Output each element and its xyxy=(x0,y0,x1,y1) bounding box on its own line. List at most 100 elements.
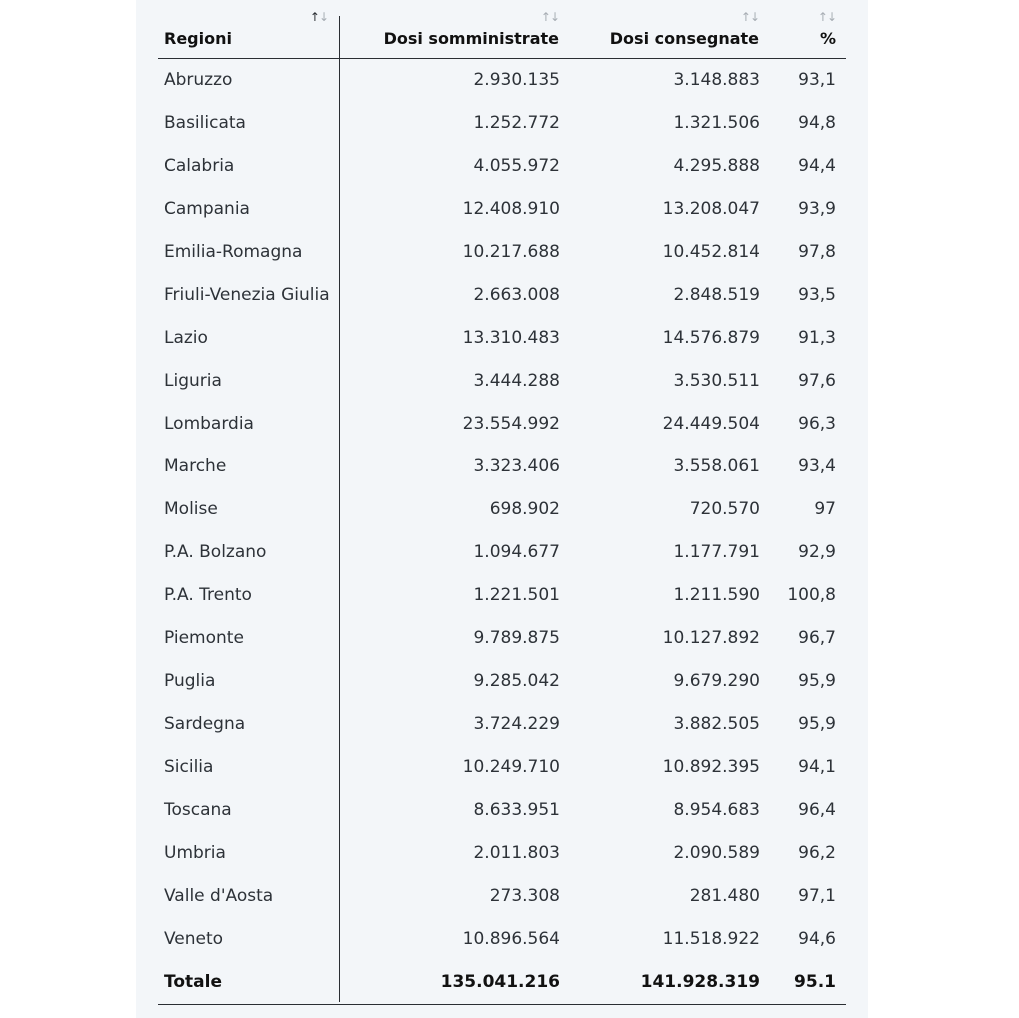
cell-percent: 93,1 xyxy=(798,70,836,90)
cell-percent: 93,4 xyxy=(798,456,836,477)
total-label: Totale xyxy=(164,971,222,992)
sort-arrows-icon[interactable]: ↑↓ xyxy=(310,10,329,24)
cell-percent: 95,9 xyxy=(798,671,836,692)
cell-delivered: 281.480 xyxy=(689,885,760,906)
cell-percent: 100,8 xyxy=(787,585,836,606)
cell-region: Toscana xyxy=(164,799,232,820)
cell-percent: 93,5 xyxy=(798,284,836,305)
table-row: Toscana 8.633.951 8.954.683 96,4 xyxy=(158,789,846,832)
cell-delivered: 9.679.290 xyxy=(673,671,760,692)
header-percent[interactable]: ↑↓ % xyxy=(759,0,837,58)
table-row: Marche 3.323.406 3.558.061 93,4 xyxy=(158,445,846,488)
cell-percent: 93,9 xyxy=(798,198,836,219)
table-row: Abruzzo 2.930.135 3.148.883 93,1 xyxy=(158,59,846,102)
sort-arrows-icon[interactable]: ↑↓ xyxy=(541,10,560,24)
cell-region: Sicilia xyxy=(164,757,214,777)
cell-delivered: 720.570 xyxy=(689,499,760,520)
cell-region: Valle d'Aosta xyxy=(164,885,274,906)
cell-percent: 94,6 xyxy=(798,928,836,949)
sort-up-icon: ↑ xyxy=(817,10,828,24)
cell-administered: 1.221.501 xyxy=(473,585,560,606)
table-row: Campania 12.408.910 13.208.047 93,9 xyxy=(158,188,846,231)
table-row: Piemonte 9.789.875 10.127.892 96,7 xyxy=(158,617,846,660)
header-label-dosi-somministrate: Dosi somministrate xyxy=(383,29,559,48)
cell-percent: 97,8 xyxy=(798,241,836,262)
header-label-regioni: Regioni xyxy=(164,29,232,48)
table-row: Basilicata 1.252.772 1.321.506 94,8 xyxy=(158,102,846,145)
cell-region: Marche xyxy=(164,456,227,477)
cell-region: P.A. Trento xyxy=(164,585,252,606)
sort-up-icon: ↑ xyxy=(740,10,751,24)
cell-administered: 1.252.772 xyxy=(473,112,560,133)
cell-percent: 97 xyxy=(814,499,836,520)
table-row: Lombardia 23.554.992 24.449.504 96,3 xyxy=(158,403,846,446)
cell-administered: 273.308 xyxy=(489,885,560,906)
total-delivered: 141.928.319 xyxy=(640,971,760,992)
table-row: P.A. Trento 1.221.501 1.211.590 100,8 xyxy=(158,574,846,617)
sort-arrows-icon[interactable]: ↑↓ xyxy=(817,10,837,24)
cell-delivered: 3.530.511 xyxy=(673,370,760,391)
sort-down-icon: ↓ xyxy=(318,10,329,24)
cell-administered: 10.217.688 xyxy=(462,241,560,262)
header-regioni[interactable]: ↑↓ Regioni xyxy=(158,0,329,58)
column-divider xyxy=(339,16,340,1002)
table-header: ↑↓ Regioni ↑↓ Dosi somministrate ↑↓ Dosi… xyxy=(158,0,846,59)
cell-percent: 94,1 xyxy=(798,757,836,777)
table-row: Molise 698.902 720.570 97 xyxy=(158,488,846,531)
sort-arrows-icon[interactable]: ↑↓ xyxy=(740,10,760,24)
cell-region: Piemonte xyxy=(164,628,244,649)
cell-percent: 97,6 xyxy=(798,370,836,391)
table-row: Friuli-Venezia Giulia 2.663.008 2.848.519 9… xyxy=(158,274,846,317)
cell-administered: 3.724.229 xyxy=(473,714,560,735)
table-row: Emilia-Romagna 10.217.688 10.452.814 97,8 xyxy=(158,231,846,274)
cell-region: Calabria xyxy=(164,155,235,176)
cell-percent: 94,4 xyxy=(798,155,836,176)
cell-region: Emilia-Romagna xyxy=(164,241,303,262)
total-administered: 135.041.216 xyxy=(440,971,560,992)
cell-region: Umbria xyxy=(164,842,226,863)
cell-percent: 96,7 xyxy=(798,628,836,649)
cell-delivered: 3.558.061 xyxy=(673,456,760,477)
cell-administered: 12.408.910 xyxy=(462,198,560,219)
sort-down-icon: ↓ xyxy=(549,10,560,24)
vaccine-doses-table: ↑↓ Regioni ↑↓ Dosi somministrate ↑↓ Dosi… xyxy=(158,0,846,1005)
total-row: Totale 135.041.216 141.928.319 95.1 xyxy=(158,961,846,1005)
cell-percent: 96,3 xyxy=(798,413,836,434)
header-label-dosi-consegnate: Dosi consegnate xyxy=(609,29,759,48)
table-row: Umbria 2.011.803 2.090.589 96,2 xyxy=(158,832,846,875)
cell-region: Liguria xyxy=(164,370,222,391)
cell-administered: 9.789.875 xyxy=(473,628,560,649)
sort-down-icon: ↓ xyxy=(749,10,760,24)
cell-region: Veneto xyxy=(164,928,224,949)
cell-administered: 1.094.677 xyxy=(473,542,560,563)
header-label-percent: % xyxy=(819,29,836,48)
cell-region: Abruzzo xyxy=(164,70,233,90)
table-row: Liguria 3.444.288 3.530.511 97,6 xyxy=(158,360,846,403)
cell-region: Campania xyxy=(164,198,250,219)
cell-delivered: 3.148.883 xyxy=(673,70,760,90)
cell-delivered: 24.449.504 xyxy=(662,413,760,434)
cell-administered: 9.285.042 xyxy=(473,671,560,692)
cell-administered: 10.249.710 xyxy=(462,757,560,777)
cell-region: Puglia xyxy=(164,671,216,692)
cell-delivered: 10.892.395 xyxy=(662,757,760,777)
cell-delivered: 1.321.506 xyxy=(673,112,760,133)
table-row: Lazio 13.310.483 14.576.879 91,3 xyxy=(158,317,846,360)
table-panel: ↑↓ Regioni ↑↓ Dosi somministrate ↑↓ Dosi… xyxy=(136,0,868,1018)
header-dosi-consegnate[interactable]: ↑↓ Dosi consegnate xyxy=(559,0,760,58)
cell-percent: 95,9 xyxy=(798,714,836,735)
cell-administered: 2.011.803 xyxy=(473,842,560,863)
cell-delivered: 13.208.047 xyxy=(662,198,760,219)
cell-region: Lazio xyxy=(164,327,208,348)
table-row: Valle d'Aosta 273.308 281.480 97,1 xyxy=(158,875,846,918)
table-row: Veneto 10.896.564 11.518.922 94,6 xyxy=(158,918,846,961)
cell-delivered: 2.090.589 xyxy=(673,842,760,863)
sort-down-icon: ↓ xyxy=(826,10,837,24)
header-dosi-somministrate[interactable]: ↑↓ Dosi somministrate xyxy=(339,0,560,58)
table-row: Puglia 9.285.042 9.679.290 95,9 xyxy=(158,660,846,703)
cell-administered: 13.310.483 xyxy=(462,327,560,348)
cell-delivered: 1.177.791 xyxy=(673,542,760,563)
cell-administered: 3.444.288 xyxy=(473,370,560,391)
cell-region: P.A. Bolzano xyxy=(164,542,267,563)
cell-administered: 23.554.992 xyxy=(462,413,560,434)
